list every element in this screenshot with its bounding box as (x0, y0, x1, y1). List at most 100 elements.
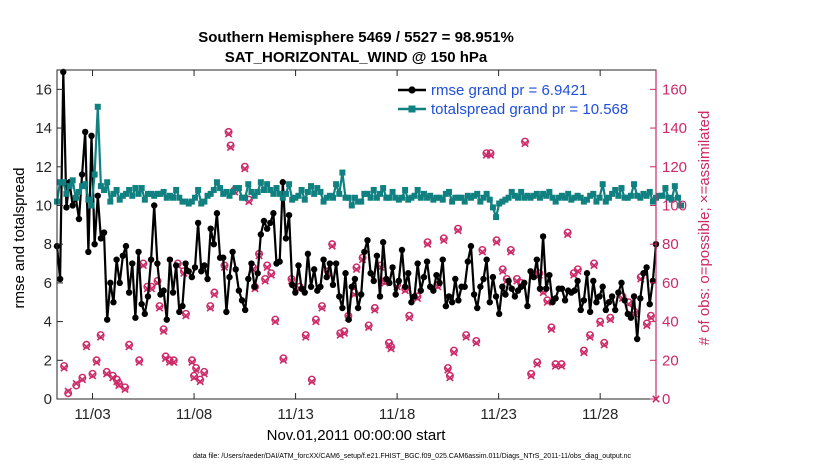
rmse-point (138, 300, 145, 308)
rmse-point (398, 246, 406, 254)
totalspread-point (505, 194, 512, 201)
obs-assimilated-marker (188, 358, 196, 366)
obs-assimilated-stroke (135, 358, 144, 366)
rmse-point (379, 239, 387, 246)
rmse-point (612, 306, 619, 314)
totalspread-point (612, 186, 619, 193)
obs-assimilated-stroke (521, 139, 529, 148)
totalspread-point (122, 190, 129, 197)
obs-possible-marker (181, 309, 190, 318)
rmse-point (442, 302, 450, 310)
obs-possible-marker (210, 288, 219, 297)
totalspread-point (173, 186, 180, 193)
rmse-point (395, 277, 403, 285)
obs-assimilated-stroke (513, 277, 521, 285)
rmse-point (207, 225, 214, 232)
totalspread-point (91, 171, 98, 178)
totalspread-point (565, 190, 572, 197)
totalspread-point (270, 190, 277, 197)
obs-assimilated-marker (121, 385, 129, 394)
rmse-point (467, 242, 475, 250)
obs-assimilated-stroke (606, 315, 615, 324)
rmse-point (495, 310, 503, 318)
totalspread-point (574, 192, 581, 199)
rmse-point (135, 248, 142, 256)
rmse-point (226, 273, 233, 281)
totalspread-point (355, 198, 362, 205)
y-right-tick-label: 140 (662, 120, 687, 137)
rmse-point (220, 254, 227, 261)
obs-assimilated-stroke (206, 304, 215, 312)
obs-assimilated-stroke (109, 373, 117, 382)
obs-assimilated-marker (340, 329, 349, 337)
rmse-point (492, 293, 500, 300)
rmse-point (182, 260, 189, 267)
obs-assimilated-marker (643, 321, 651, 330)
rmse-point (524, 302, 531, 310)
obs-assimilated-marker (371, 306, 379, 314)
obs-assimilated-stroke (192, 366, 200, 374)
obs-assimilated-stroke (88, 372, 97, 380)
rmse-point (389, 264, 396, 271)
obs-assimilated-stroke (543, 298, 552, 307)
totalspread-point (646, 188, 653, 195)
rmse-point (332, 260, 340, 267)
totalspread-point (154, 190, 161, 197)
rmse-point (223, 308, 230, 316)
obs-assimilated-marker (102, 370, 111, 378)
totalspread-point (524, 192, 531, 199)
obs-assimilated-marker (78, 375, 87, 384)
x-tick-label: 11/23 (480, 406, 516, 423)
x-tick-label: 11/28 (582, 406, 618, 423)
rmse-point (376, 293, 384, 300)
obs-assimilated-marker (527, 372, 535, 380)
obs-assimilated-stroke (312, 317, 320, 326)
totalspread-point (430, 196, 437, 203)
obs-assimilated-stroke (82, 342, 91, 351)
obs-possible-marker (439, 234, 448, 243)
rmse-point (245, 275, 252, 283)
totalspread-point (477, 198, 484, 205)
obs-assimilated-marker (200, 370, 208, 378)
rmse-point (445, 293, 453, 300)
totalspread-point (536, 194, 543, 201)
obs-assimilated-marker (440, 236, 448, 245)
obs-possible-marker (307, 375, 316, 384)
totalspread-point (674, 194, 681, 201)
totalspread-point (119, 192, 126, 199)
obs-assimilated-stroke (563, 230, 572, 239)
obs-assimilated-stroke (113, 377, 121, 386)
obs-assimilated-marker (606, 315, 615, 324)
rmse-point (433, 271, 440, 279)
obs-assimilated-marker (139, 261, 148, 270)
rmse-point (455, 297, 462, 304)
obs-assimilated-stroke (245, 197, 253, 206)
obs-assimilated-marker (192, 366, 200, 374)
rmse-point (351, 275, 359, 283)
obs-possible-marker (82, 340, 91, 349)
rmse-point (577, 306, 584, 314)
obs-assimilated-marker (210, 290, 219, 299)
totalspread-point (471, 192, 478, 199)
totalspread-point (276, 190, 283, 197)
legend-spread-marker (408, 105, 416, 113)
totalspread-point (562, 194, 569, 201)
obs-assimilated-marker (551, 362, 560, 370)
rmse-point (448, 299, 456, 306)
obs-assimilated-marker (224, 130, 233, 138)
totalspread-point (179, 198, 186, 205)
totalspread-point (624, 194, 631, 201)
obs-possible-marker (498, 265, 507, 274)
obs-assimilated-stroke (586, 333, 594, 341)
obs-assimilated-stroke (340, 329, 349, 337)
obs-assimilated-marker (196, 377, 204, 386)
obs-assimilated-marker (261, 277, 269, 285)
totalspread-point (351, 194, 358, 201)
rmse-point (179, 302, 186, 310)
obs-possible-marker (449, 346, 458, 355)
obs-possible-marker (155, 302, 164, 311)
rmse-point (191, 264, 199, 271)
y-right-tick-label: 60 (662, 275, 679, 292)
totalspread-point (314, 185, 321, 192)
